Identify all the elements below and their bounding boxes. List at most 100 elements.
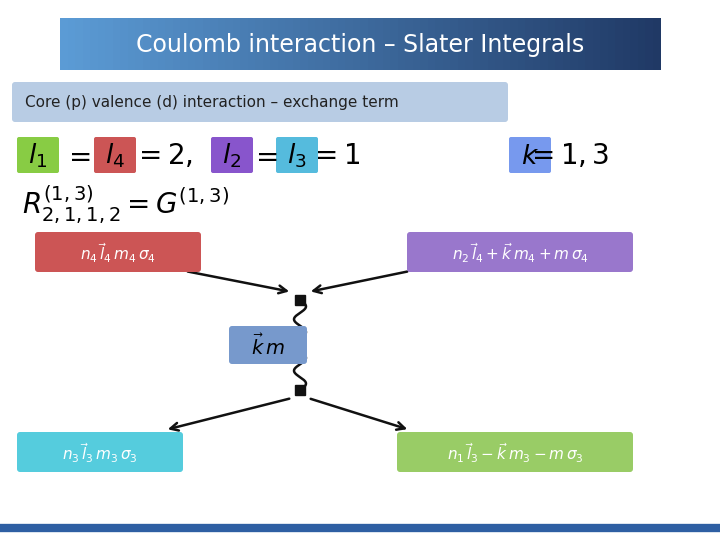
FancyBboxPatch shape xyxy=(229,326,307,364)
Bar xyxy=(270,18,278,70)
Bar xyxy=(457,18,466,70)
Bar xyxy=(615,18,623,70)
Bar xyxy=(593,18,600,70)
Bar xyxy=(195,18,203,70)
Text: $=$: $=$ xyxy=(250,142,278,170)
Bar xyxy=(248,18,256,70)
Bar xyxy=(652,18,660,70)
Bar xyxy=(600,18,608,70)
Bar xyxy=(570,18,578,70)
Text: $l_4$: $l_4$ xyxy=(105,141,125,170)
Bar xyxy=(555,18,563,70)
Text: $\vec{k}\,m$: $\vec{k}\,m$ xyxy=(251,333,285,359)
Bar xyxy=(105,18,113,70)
Bar xyxy=(323,18,330,70)
Bar xyxy=(187,18,196,70)
Bar xyxy=(165,18,173,70)
Text: $= 1, 3$: $= 1, 3$ xyxy=(526,142,610,170)
FancyBboxPatch shape xyxy=(12,82,508,122)
Bar xyxy=(68,18,76,70)
FancyBboxPatch shape xyxy=(17,137,59,173)
Bar xyxy=(277,18,286,70)
Text: $R_{2,1,1,2}^{(1,3)} = G^{(1,3)}$: $R_{2,1,1,2}^{(1,3)} = G^{(1,3)}$ xyxy=(22,184,229,226)
Bar xyxy=(353,18,361,70)
Bar xyxy=(60,18,68,70)
Bar xyxy=(97,18,106,70)
Text: $=$: $=$ xyxy=(63,142,91,170)
Bar xyxy=(450,18,458,70)
Text: $n_4\,\vec{l}_4\,m_4\,\sigma_4$: $n_4\,\vec{l}_4\,m_4\,\sigma_4$ xyxy=(80,241,156,265)
Bar xyxy=(210,18,218,70)
Bar xyxy=(540,18,548,70)
Bar xyxy=(285,18,293,70)
Bar xyxy=(428,18,436,70)
Text: $l_3$: $l_3$ xyxy=(287,141,307,170)
Text: $k$: $k$ xyxy=(521,144,539,168)
Bar xyxy=(233,18,240,70)
Bar xyxy=(503,18,510,70)
Bar xyxy=(637,18,646,70)
Bar xyxy=(382,18,390,70)
Text: $= 1$: $= 1$ xyxy=(310,142,361,170)
Bar xyxy=(443,18,451,70)
FancyBboxPatch shape xyxy=(211,137,253,173)
Bar xyxy=(645,18,653,70)
Text: $n_1\,\vec{l}_3 - \vec{k}\,m_3 - m\,\sigma_3$: $n_1\,\vec{l}_3 - \vec{k}\,m_3 - m\,\sig… xyxy=(446,441,583,465)
Bar xyxy=(495,18,503,70)
Bar xyxy=(307,18,315,70)
Bar xyxy=(90,18,98,70)
FancyBboxPatch shape xyxy=(397,432,633,472)
Bar xyxy=(255,18,263,70)
Bar xyxy=(300,18,308,70)
Bar xyxy=(240,18,248,70)
Bar xyxy=(367,18,376,70)
Bar xyxy=(330,18,338,70)
Bar xyxy=(480,18,488,70)
Bar xyxy=(225,18,233,70)
Bar xyxy=(83,18,91,70)
Bar xyxy=(405,18,413,70)
Text: $n_2\,\vec{l}_4 + \vec{k}\,m_4 + m\,\sigma_4$: $n_2\,\vec{l}_4 + \vec{k}\,m_4 + m\,\sig… xyxy=(451,241,588,265)
Bar xyxy=(562,18,570,70)
FancyBboxPatch shape xyxy=(94,137,136,173)
Bar xyxy=(263,18,271,70)
Text: $l_1$: $l_1$ xyxy=(28,141,48,170)
Bar xyxy=(143,18,150,70)
Bar xyxy=(547,18,556,70)
Bar xyxy=(518,18,526,70)
Bar xyxy=(397,18,405,70)
Bar xyxy=(608,18,616,70)
FancyBboxPatch shape xyxy=(407,232,633,272)
Bar xyxy=(630,18,638,70)
Bar xyxy=(472,18,480,70)
Bar xyxy=(533,18,541,70)
Bar xyxy=(315,18,323,70)
Bar xyxy=(217,18,225,70)
Bar xyxy=(158,18,166,70)
Text: Core (p) valence (d) interaction – exchange term: Core (p) valence (d) interaction – excha… xyxy=(25,94,399,110)
Bar xyxy=(435,18,443,70)
Bar xyxy=(413,18,420,70)
Bar xyxy=(150,18,158,70)
Bar xyxy=(623,18,631,70)
Bar xyxy=(173,18,181,70)
Bar xyxy=(375,18,383,70)
Bar xyxy=(525,18,533,70)
Text: $n_3\,\vec{l}_3\,m_3\,\sigma_3$: $n_3\,\vec{l}_3\,m_3\,\sigma_3$ xyxy=(62,441,138,465)
Text: Coulomb interaction – Slater Integrals: Coulomb interaction – Slater Integrals xyxy=(136,33,584,57)
Text: $l_2$: $l_2$ xyxy=(222,141,242,170)
Bar xyxy=(202,18,210,70)
Bar xyxy=(360,18,368,70)
Bar xyxy=(585,18,593,70)
Bar xyxy=(487,18,495,70)
Bar xyxy=(127,18,135,70)
Bar xyxy=(120,18,128,70)
FancyBboxPatch shape xyxy=(509,137,551,173)
Bar xyxy=(420,18,428,70)
Bar xyxy=(465,18,473,70)
Bar xyxy=(292,18,300,70)
Bar xyxy=(75,18,83,70)
FancyBboxPatch shape xyxy=(276,137,318,173)
Bar xyxy=(345,18,353,70)
FancyBboxPatch shape xyxy=(17,432,183,472)
